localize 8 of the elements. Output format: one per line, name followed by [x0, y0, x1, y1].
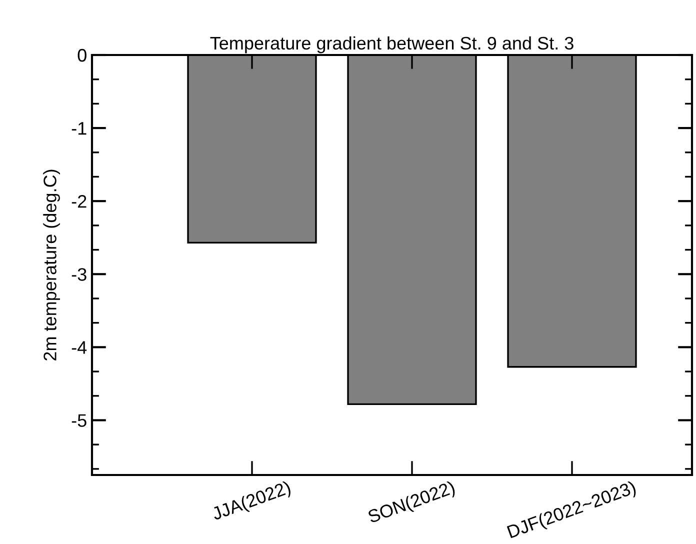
y-tick-label: -2	[72, 195, 86, 208]
y-tick-label: -4	[72, 341, 87, 354]
chart-title: Temperature gradient between St. 9 and St. 3	[210, 36, 574, 54]
y-axis-title: 2m temperature (deg.C)	[43, 170, 60, 360]
y-tick-label: 0	[78, 48, 86, 62]
y-tick-label: -5	[72, 414, 86, 427]
y-tick-label: -1	[72, 122, 86, 135]
y-tick-label: -3	[72, 268, 86, 281]
